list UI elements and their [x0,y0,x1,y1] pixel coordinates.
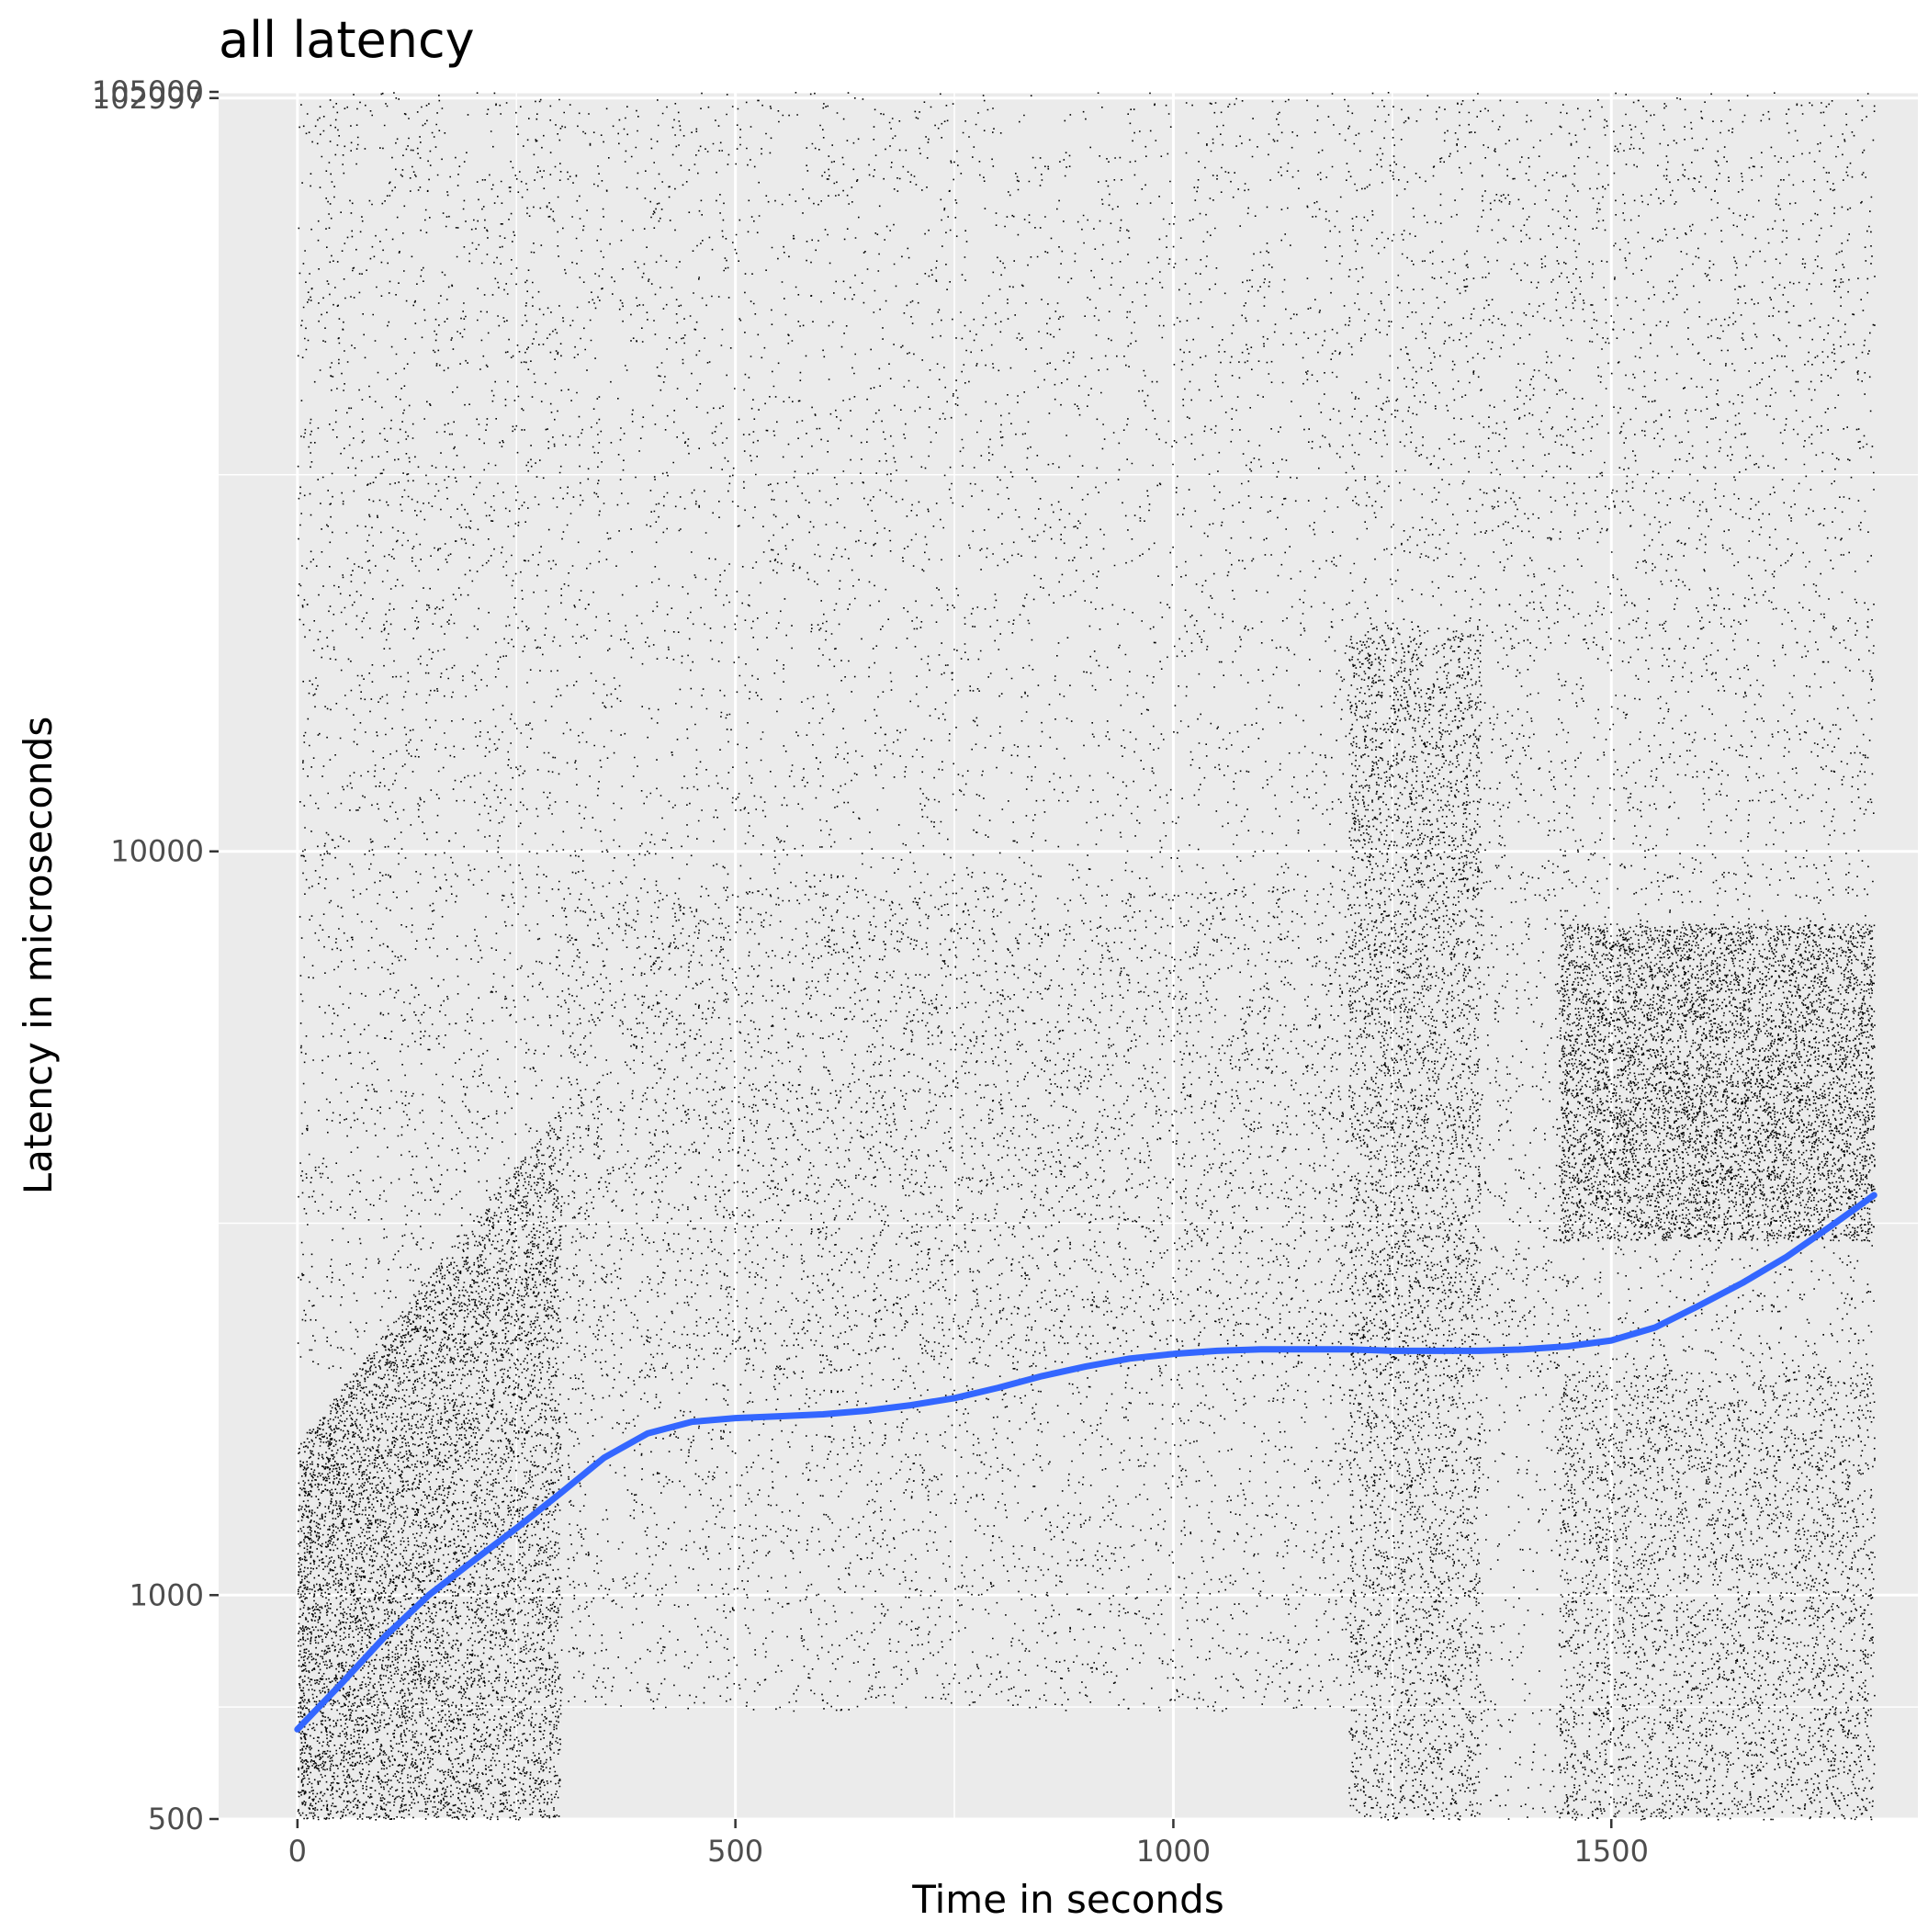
x-tick-label: 500 [707,1834,763,1869]
y-tick-label: 1000 [130,1577,204,1612]
x-axis-ticks: 0 500 1000 1500 [288,1819,1649,1869]
x-tick-label: 1500 [1574,1834,1649,1869]
y-tick-label: 500 [148,1802,204,1836]
smooth-trend-line [294,1192,1877,1733]
y-tick-label: 102997 [92,81,204,116]
y-tick-label: 10000 [110,834,204,869]
x-tick-label: 1000 [1136,1834,1211,1869]
x-axis-title: Time in seconds [911,1877,1223,1922]
chart-title: all latency [219,11,475,69]
x-tick-label: 0 [288,1834,307,1869]
minor-gridlines [219,92,1918,1819]
y-axis-title: Latency in microseconds [16,717,61,1194]
y-tick-label: 105000 [92,74,204,109]
